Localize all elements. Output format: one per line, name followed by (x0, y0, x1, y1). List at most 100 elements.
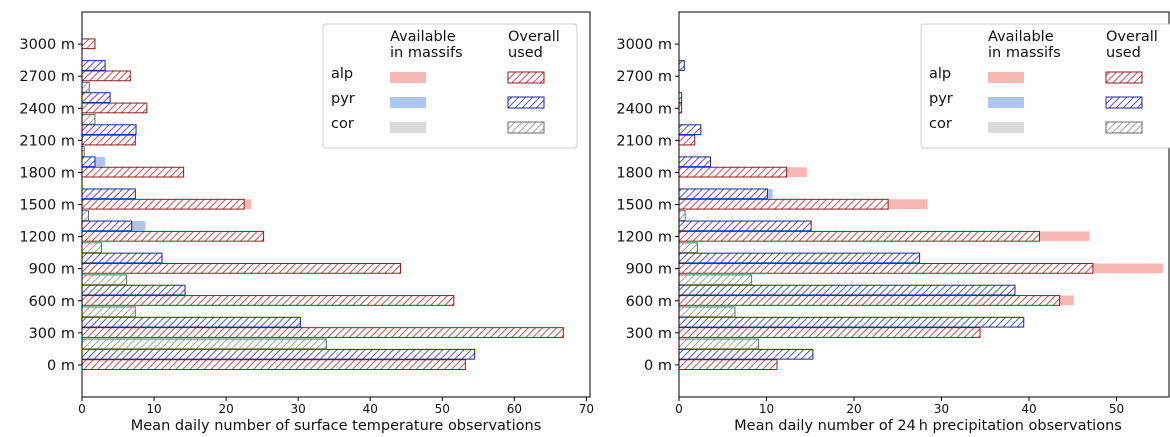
legend-swatch-used-pyr (1105, 96, 1143, 109)
y-tick-label: 0 m (644, 358, 672, 374)
y-tick-label: 1500 m (19, 198, 75, 214)
legend-swatch-available-alp (988, 72, 1024, 83)
y-tick-label: 1200 m (616, 230, 672, 246)
alp-used-bar (678, 327, 981, 338)
alp-used-bar (678, 166, 788, 178)
cor-used-bar (81, 242, 102, 254)
pyr-used-bar (81, 284, 186, 296)
legend-swatch-available-pyr (988, 97, 1024, 108)
pyr-used-bar (81, 316, 301, 328)
precipitation-panel: 0 m 300 m 600 m 900 m 1200 m 1500 m 1800 m 2100… (616, 11, 1170, 434)
y-tick-label: 600 m (626, 294, 672, 310)
x-tick-label: 40 (1021, 402, 1036, 416)
x-tick-label: 10 (146, 402, 161, 416)
legend-swatch-used-cor (1105, 121, 1143, 134)
x-axis-label: Mean daily number of 24 h precipitation … (734, 418, 1122, 434)
legend-label-cor: cor (929, 116, 952, 132)
cor-used-bar (81, 274, 128, 286)
alp-used-bar (678, 359, 778, 370)
cor-used-bar (678, 274, 753, 286)
alp-used-bar (678, 230, 1040, 242)
legend-swatch-available-pyr (390, 97, 426, 108)
alp-used-bar (81, 70, 131, 82)
temperature-panel: 0 m 300 m 600 m 900 m 1200 m 1500 m 1800 m 2100… (19, 11, 594, 434)
legend-swatch-used-cor (507, 121, 545, 134)
legend-box (322, 23, 578, 149)
pyr-used-bar (678, 284, 1016, 296)
x-tick-label: 30 (291, 402, 306, 416)
legend-label-cor: cor (331, 116, 354, 132)
x-tick-label: 30 (934, 402, 949, 416)
legend-label-pyr: pyr (331, 91, 355, 107)
alp-used-bar (81, 262, 401, 274)
pyr-used-bar (81, 220, 133, 232)
alp-used-bar (81, 327, 564, 338)
y-tick-label: 900 m (29, 262, 75, 278)
legend-swatch-available-alp (390, 72, 426, 83)
y-tick-label: 2100 m (19, 133, 75, 149)
pyr-used-bar (81, 188, 136, 200)
y-tick-label: 2400 m (19, 101, 75, 117)
legend-swatch-available-cor (988, 122, 1024, 133)
cor-used-bar (81, 306, 136, 318)
cor-used-bar (678, 210, 686, 221)
x-tick-label: 60 (507, 402, 522, 416)
alp-used-bar (678, 198, 889, 210)
pyr-used-bar (678, 252, 921, 264)
y-tick-label: 300 m (29, 326, 75, 342)
pyr-used-bar (81, 156, 96, 168)
cor-used-bar (81, 113, 96, 125)
pyr-used-bar (678, 60, 685, 71)
alp-used-bar (81, 295, 455, 306)
x-tick-label: 40 (363, 402, 378, 416)
alp-used-bar (81, 230, 265, 242)
pyr-used-bar (81, 124, 137, 136)
y-tick-label: 0 m (47, 358, 75, 374)
cor-used-bar (81, 81, 90, 93)
legend-label-alp: alp (929, 66, 951, 82)
y-tick-label: 2400 m (616, 101, 672, 117)
legend-swatch-available-cor (390, 122, 426, 133)
cor-used-bar (81, 338, 327, 350)
alp-used-bar (81, 166, 185, 178)
pyr-used-bar (81, 60, 106, 71)
alp-used-bar (81, 134, 136, 146)
alp-used-bar (678, 134, 696, 146)
x-tick-label: 20 (846, 402, 861, 416)
pyr-used-bar (678, 188, 768, 200)
legend-swatch-used-alp (1105, 71, 1143, 84)
y-tick-label: 1500 m (616, 198, 672, 214)
pyr-used-bar (678, 156, 711, 168)
cor-used-bar (81, 210, 89, 221)
legend-box (920, 23, 1170, 149)
legend-swatch-used-pyr (507, 96, 545, 109)
alp-used-bar (81, 198, 245, 210)
y-tick-label: 2100 m (616, 133, 672, 149)
legend-column-header: Available in massifs (390, 29, 463, 61)
alp-used-bar (678, 295, 1061, 306)
alp-used-bar (81, 38, 96, 50)
y-tick-label: 1800 m (616, 165, 672, 181)
x-tick-label: 20 (218, 402, 233, 416)
x-tick-label: 0 (78, 402, 86, 416)
legend-swatch-used-alp (507, 71, 545, 84)
pyr-used-bar (81, 348, 476, 360)
cor-used-bar (678, 338, 760, 350)
cor-used-bar (678, 242, 698, 254)
alp-used-bar (81, 359, 466, 370)
pyr-used-bar (81, 92, 111, 103)
pyr-used-bar (678, 348, 814, 360)
alp-used-bar (678, 262, 1094, 274)
y-tick-label: 2700 m (19, 69, 75, 85)
cor-used-bar (678, 306, 736, 318)
pyr-used-bar (81, 252, 163, 264)
x-tick-label: 10 (759, 402, 774, 416)
y-tick-label: 3000 m (19, 37, 75, 53)
y-tick-label: 900 m (626, 262, 672, 278)
legend: Available in massifs Overall used alp pyr cor (322, 23, 578, 149)
pyr-used-bar (678, 316, 1025, 328)
x-tick-label: 0 (675, 402, 683, 416)
pyr-used-bar (678, 220, 812, 232)
legend-label-alp: alp (331, 66, 353, 82)
